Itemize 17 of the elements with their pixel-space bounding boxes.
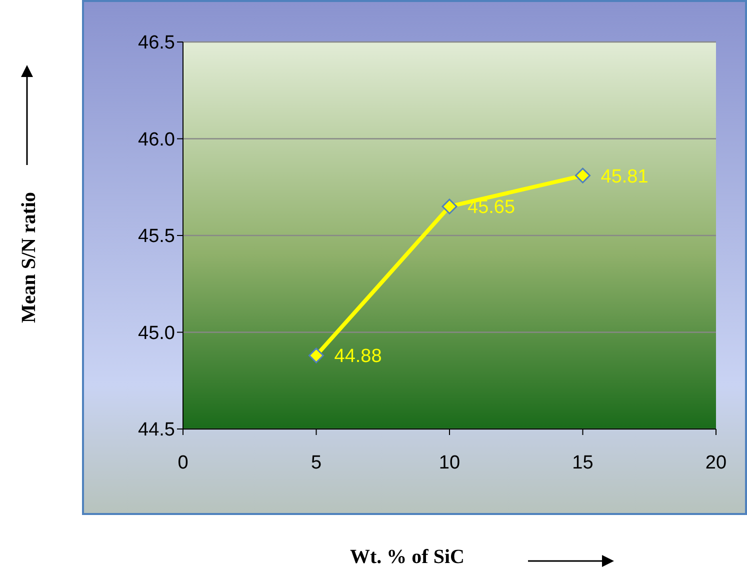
x-axis-title: Wt. % of SiC <box>350 546 464 569</box>
x-tick-label: 20 <box>705 452 727 474</box>
point <box>308 348 324 364</box>
y-tick-label: 46.0 <box>138 129 175 150</box>
point <box>442 198 458 214</box>
y-tick-label: 44.5 <box>138 420 175 441</box>
y-axis-title: Mean S/N ratio <box>18 192 42 324</box>
y-tick-label: 45.0 <box>138 322 175 344</box>
data-label: 45.81 <box>600 166 648 188</box>
x-tick-label: 10 <box>438 452 460 474</box>
point <box>575 168 590 184</box>
data-label: 44.88 <box>334 346 382 368</box>
x-tick-label: 15 <box>572 452 594 474</box>
y-tick-label: 46.5 <box>138 32 175 54</box>
x-tick-label: 5 <box>310 452 322 474</box>
x-tick-label: 0 <box>178 452 188 474</box>
y-tick-label: 45.5 <box>138 226 175 248</box>
